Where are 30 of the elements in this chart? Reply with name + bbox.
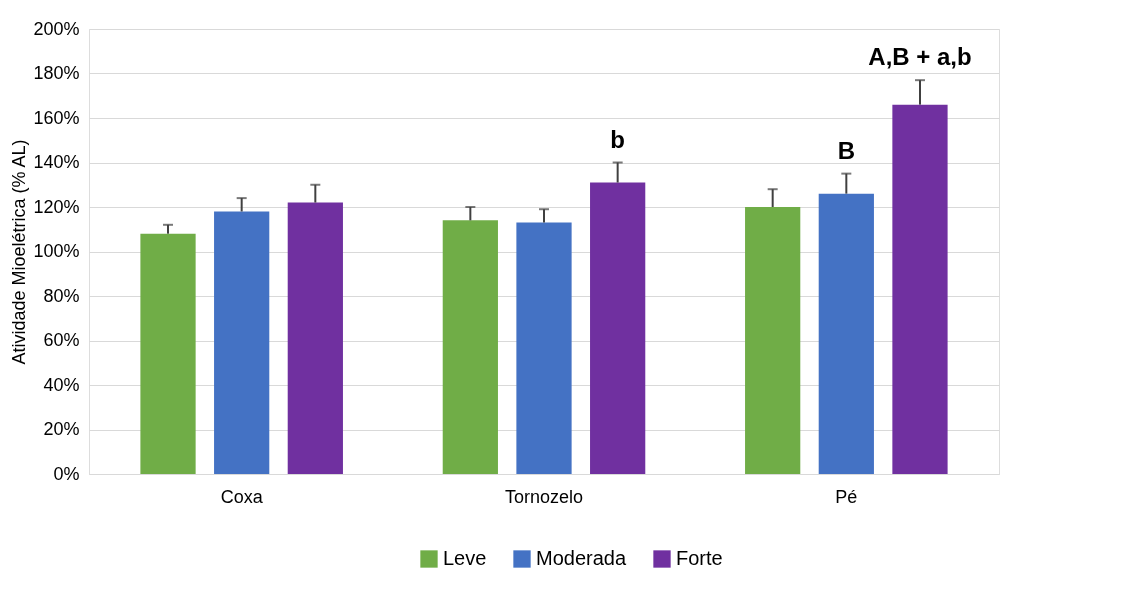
y-tick-label: 160% — [33, 107, 80, 128]
y-tick-label: 100% — [33, 241, 80, 261]
bar — [818, 193, 874, 474]
y-tick-label: 120% — [33, 196, 80, 217]
bar — [892, 104, 948, 474]
bar — [745, 207, 801, 474]
y-tick-label: 200% — [33, 18, 80, 39]
y-tick-label: 20% — [43, 419, 80, 439]
x-tick-label: Pé — [835, 486, 858, 507]
x-tick-label: Coxa — [220, 486, 264, 507]
bar — [140, 233, 196, 474]
data-label: B — [837, 136, 855, 164]
legend-label: Leve — [443, 547, 487, 569]
x-tick-label: Tornozelo — [504, 486, 584, 507]
bar — [287, 202, 343, 474]
y-tick-label: 40% — [43, 374, 80, 395]
y-tick-label: 60% — [43, 330, 80, 350]
y-axis-title: Atividade Mioelétrica (% AL) — [9, 139, 30, 365]
bar — [590, 182, 646, 474]
bar — [214, 211, 270, 474]
bar — [516, 222, 572, 474]
y-tick-label: 0% — [53, 463, 80, 484]
legend-label: Moderada — [536, 547, 627, 569]
y-tick-label: 80% — [43, 285, 80, 306]
y-tick-label: 140% — [33, 152, 80, 172]
data-label: A,B + a,b — [868, 43, 972, 71]
data-label: b — [610, 125, 625, 153]
y-tick-label: 180% — [33, 63, 80, 83]
bar — [442, 220, 498, 474]
legend-label: Forte — [676, 547, 723, 569]
